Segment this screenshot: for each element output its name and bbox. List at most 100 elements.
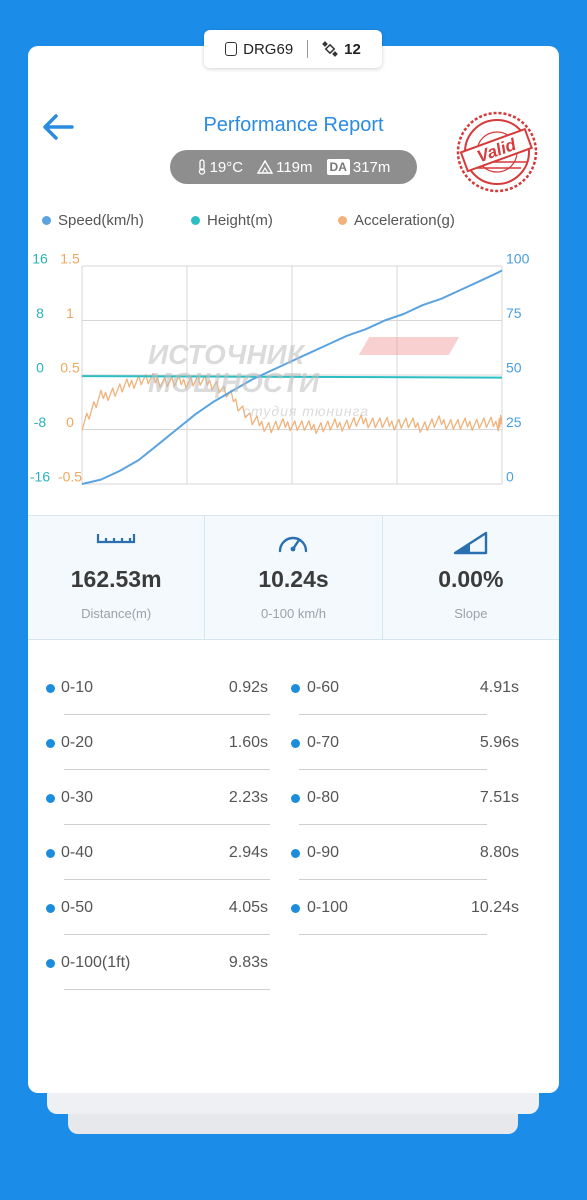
- back-arrow-icon[interactable]: [40, 112, 76, 142]
- slope-icon: [453, 531, 488, 555]
- divider: [64, 989, 270, 990]
- report-card: Performance Report 19°C 119m DA 317m: [28, 46, 559, 1093]
- satellite-icon: [322, 41, 339, 57]
- split-row: 0-60 4.91s: [279, 666, 519, 720]
- bullet: [291, 904, 300, 913]
- split-range: 0-90: [307, 844, 340, 861]
- divider: [64, 769, 270, 770]
- stat-distance: 162.53m Distance(m): [28, 516, 204, 639]
- legend-label: Height(m): [207, 212, 273, 229]
- divider: [64, 714, 270, 715]
- tick-label: 25: [506, 414, 522, 430]
- divider: [299, 934, 487, 935]
- split-time: 4.05s: [228, 899, 268, 916]
- tick-label: 0: [506, 469, 514, 485]
- thermometer-icon: [198, 159, 205, 175]
- split-time: 5.96s: [479, 734, 519, 751]
- split-row: 0-40 2.94s: [28, 831, 270, 885]
- legend-acceleration: Acceleration(g): [338, 212, 455, 229]
- tick-label: 100: [506, 251, 530, 267]
- valid-stamp: Valid: [456, 111, 538, 193]
- bullet: [46, 739, 55, 748]
- divider: [64, 879, 270, 880]
- tick-label: 50: [506, 360, 522, 376]
- chart-legend: Speed(km/h) Height(m) Acceleration(g): [28, 212, 559, 232]
- divider: [299, 879, 487, 880]
- split-row: 0-50 4.05s: [28, 886, 270, 940]
- acceleration-series: [81, 372, 503, 435]
- legend-dot: [338, 216, 347, 225]
- tick-label: -0.5: [58, 469, 82, 485]
- split-time: 2.94s: [228, 844, 268, 861]
- bullet: [46, 959, 55, 968]
- tick-label: -8: [34, 414, 47, 430]
- altitude: 119m: [276, 158, 313, 176]
- legend-label: Speed(km/h): [58, 212, 144, 229]
- divider: [64, 934, 270, 935]
- acceleration-time-label: 0-100 km/h: [260, 606, 327, 621]
- speedometer-icon: [279, 536, 308, 553]
- divider: [307, 40, 309, 58]
- bullet: [291, 849, 300, 858]
- split-range: 0-30: [61, 789, 94, 806]
- device-name: DRG69: [243, 40, 294, 58]
- conditions-pill: 19°C 119m DA 317m: [170, 150, 417, 184]
- bullet: [291, 794, 300, 803]
- bullet: [291, 739, 300, 748]
- tick-label: 0: [66, 414, 74, 430]
- split-range: 0-100(1ft): [61, 954, 131, 971]
- split-time: 9.83s: [228, 954, 268, 971]
- legend-dot: [42, 216, 51, 225]
- tick-label: 1: [66, 305, 74, 321]
- distance-value: 162.53m: [70, 566, 162, 592]
- bullet: [46, 849, 55, 858]
- split-time: 1.60s: [228, 734, 268, 751]
- split-time: 10.24s: [470, 899, 519, 916]
- stat-acceleration-time: 10.24s 0-100 km/h: [204, 516, 381, 639]
- bullet: [291, 684, 300, 693]
- split-time: 0.92s: [228, 679, 268, 696]
- tick-label: 0: [36, 360, 44, 376]
- split-range: 0-100: [307, 899, 348, 916]
- split-range: 0-70: [307, 734, 340, 751]
- tick-label: 16: [32, 251, 48, 267]
- split-time: 2.23s: [228, 789, 268, 806]
- split-time: 8.80s: [479, 844, 519, 861]
- split-row: 0-30 2.23s: [28, 776, 270, 830]
- bullet: [46, 684, 55, 693]
- mountain-icon: [257, 160, 274, 174]
- divider: [299, 824, 487, 825]
- distance-label: Distance(m): [81, 606, 152, 621]
- tick-label: 1.5: [60, 251, 80, 267]
- height-series: [81, 375, 503, 379]
- slope-value: 0.00%: [438, 566, 504, 592]
- split-row: 0-80 7.51s: [279, 776, 519, 830]
- stat-slope: 0.00% Slope: [381, 516, 559, 639]
- legend-label: Acceleration(g): [354, 212, 455, 229]
- split-time: 7.51s: [479, 789, 519, 806]
- split-row: 0-100(1ft) 9.83s: [28, 941, 270, 995]
- slope-label: Slope: [454, 606, 488, 621]
- page-title: Performance Report: [203, 114, 384, 136]
- density-altitude: 317m: [352, 158, 391, 176]
- tick-label: 75: [506, 305, 522, 321]
- split-row: 0-20 1.60s: [28, 721, 270, 775]
- split-range: 0-60: [307, 679, 340, 696]
- stats-panel: 162.53m Distance(m) 10.24s 0-100 km/h 0.…: [28, 515, 559, 640]
- device-status-pill[interactable]: DRG69 12: [204, 30, 382, 68]
- legend-dot: [191, 216, 200, 225]
- acceleration-time-value: 10.24s: [258, 566, 329, 592]
- split-range: 0-50: [61, 899, 94, 916]
- split-range: 0-10: [61, 679, 94, 696]
- split-range: 0-20: [61, 734, 94, 751]
- split-time: 4.91s: [479, 679, 519, 696]
- divider: [299, 769, 487, 770]
- satellite-count: 12: [344, 40, 361, 58]
- da-badge: DA: [326, 159, 350, 175]
- tick-label: 0.5: [60, 360, 80, 376]
- split-row: 0-90 8.80s: [279, 831, 519, 885]
- legend-height: Height(m): [191, 212, 273, 229]
- divider: [64, 824, 270, 825]
- split-row: 0-100 10.24s: [279, 886, 519, 940]
- split-range: 0-80: [307, 789, 340, 806]
